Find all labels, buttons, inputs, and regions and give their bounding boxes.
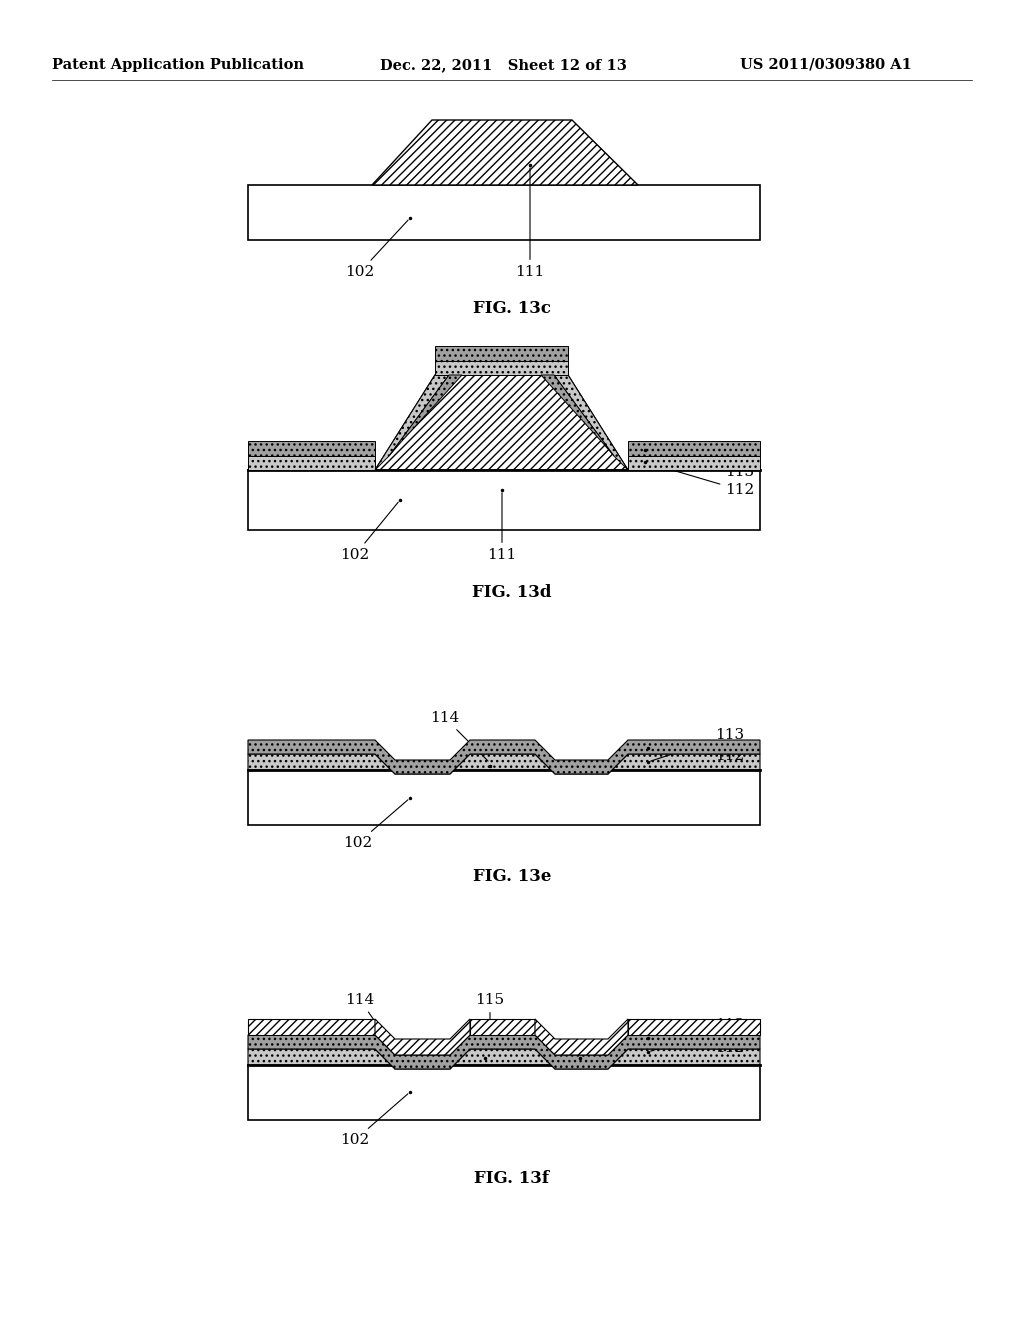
Polygon shape <box>248 470 760 531</box>
Polygon shape <box>375 375 449 470</box>
Text: 102: 102 <box>343 800 408 850</box>
Text: Patent Application Publication: Patent Application Publication <box>52 58 304 73</box>
Polygon shape <box>470 1019 535 1035</box>
Polygon shape <box>628 455 760 470</box>
Text: 114: 114 <box>345 993 388 1040</box>
Text: 102: 102 <box>345 220 409 279</box>
Text: 115: 115 <box>475 993 505 1047</box>
Polygon shape <box>248 754 760 774</box>
Polygon shape <box>375 375 628 470</box>
Polygon shape <box>248 441 375 455</box>
Polygon shape <box>372 120 638 185</box>
Text: 102: 102 <box>340 502 398 562</box>
Polygon shape <box>628 441 760 455</box>
Polygon shape <box>248 185 760 240</box>
Text: 112: 112 <box>651 748 744 763</box>
Text: FIG. 13f: FIG. 13f <box>474 1170 550 1187</box>
Text: 111: 111 <box>487 492 517 562</box>
Polygon shape <box>628 1019 760 1035</box>
Text: 114: 114 <box>430 711 488 762</box>
Polygon shape <box>435 346 568 360</box>
Polygon shape <box>435 360 568 375</box>
Polygon shape <box>248 1019 375 1035</box>
Text: 111: 111 <box>515 168 545 279</box>
Polygon shape <box>535 1019 628 1055</box>
Polygon shape <box>248 1035 760 1069</box>
Polygon shape <box>248 455 375 470</box>
Polygon shape <box>248 1049 760 1069</box>
Text: 112: 112 <box>647 463 755 498</box>
Text: 102: 102 <box>340 1094 408 1147</box>
Polygon shape <box>248 770 760 825</box>
Polygon shape <box>541 375 614 455</box>
Text: 113: 113 <box>650 729 744 762</box>
Text: FIG. 13d: FIG. 13d <box>472 583 552 601</box>
Text: FIG. 13e: FIG. 13e <box>473 869 551 884</box>
Text: US 2011/0309380 A1: US 2011/0309380 A1 <box>740 58 912 73</box>
Polygon shape <box>248 1065 760 1119</box>
Text: 112: 112 <box>651 1039 744 1055</box>
Text: 113: 113 <box>648 449 755 479</box>
Text: Dec. 22, 2011   Sheet 12 of 13: Dec. 22, 2011 Sheet 12 of 13 <box>380 58 627 73</box>
Polygon shape <box>554 375 628 470</box>
Text: FIG. 13c: FIG. 13c <box>473 300 551 317</box>
Text: 113: 113 <box>650 1018 744 1051</box>
Polygon shape <box>248 741 760 774</box>
Polygon shape <box>375 1019 470 1055</box>
Polygon shape <box>389 375 462 455</box>
